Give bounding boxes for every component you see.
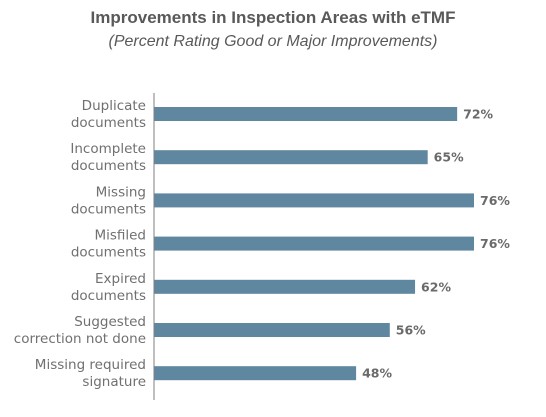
bar-6 bbox=[154, 366, 357, 381]
chart-title: Improvements in Inspection Areas with eT… bbox=[90, 8, 456, 27]
value-label-3: 76% bbox=[480, 236, 510, 251]
value-label-2: 76% bbox=[480, 193, 510, 208]
bars-layer: 72%Duplicatedocuments65%Incompletedocume… bbox=[14, 98, 511, 390]
bar-3 bbox=[154, 236, 474, 251]
bar-1 bbox=[154, 150, 428, 165]
category-label-2-line-1: documents bbox=[71, 201, 146, 217]
category-label-3-line-0: Misfiled bbox=[94, 228, 146, 244]
category-label-1-line-1: documents bbox=[71, 158, 146, 174]
bar-2 bbox=[154, 193, 474, 208]
value-label-1: 65% bbox=[434, 150, 464, 165]
category-label-5-line-1: correction not done bbox=[14, 331, 146, 347]
bar-0 bbox=[154, 107, 458, 121]
category-label-6-line-0: Missing required bbox=[35, 357, 146, 373]
value-label-4: 62% bbox=[421, 279, 451, 294]
category-label-6-line-1: signature bbox=[82, 374, 146, 390]
category-label-1-line-0: Incomplete bbox=[70, 141, 146, 157]
bar-4 bbox=[154, 279, 416, 294]
chart-subtitle: (Percent Rating Good or Major Improvemen… bbox=[108, 33, 438, 50]
value-label-5: 56% bbox=[396, 323, 426, 338]
value-label-0: 72% bbox=[463, 107, 493, 122]
category-label-4-line-0: Expired bbox=[95, 271, 146, 287]
category-label-4-line-1: documents bbox=[71, 288, 146, 304]
value-label-6: 48% bbox=[362, 366, 392, 381]
category-label-3-line-1: documents bbox=[71, 245, 146, 261]
category-label-0-line-0: Duplicate bbox=[82, 98, 146, 114]
category-label-0-line-1: documents bbox=[71, 115, 146, 131]
category-label-2-line-0: Missing bbox=[96, 184, 146, 200]
bar-5 bbox=[154, 323, 390, 337]
category-label-5-line-0: Suggested bbox=[74, 314, 146, 330]
